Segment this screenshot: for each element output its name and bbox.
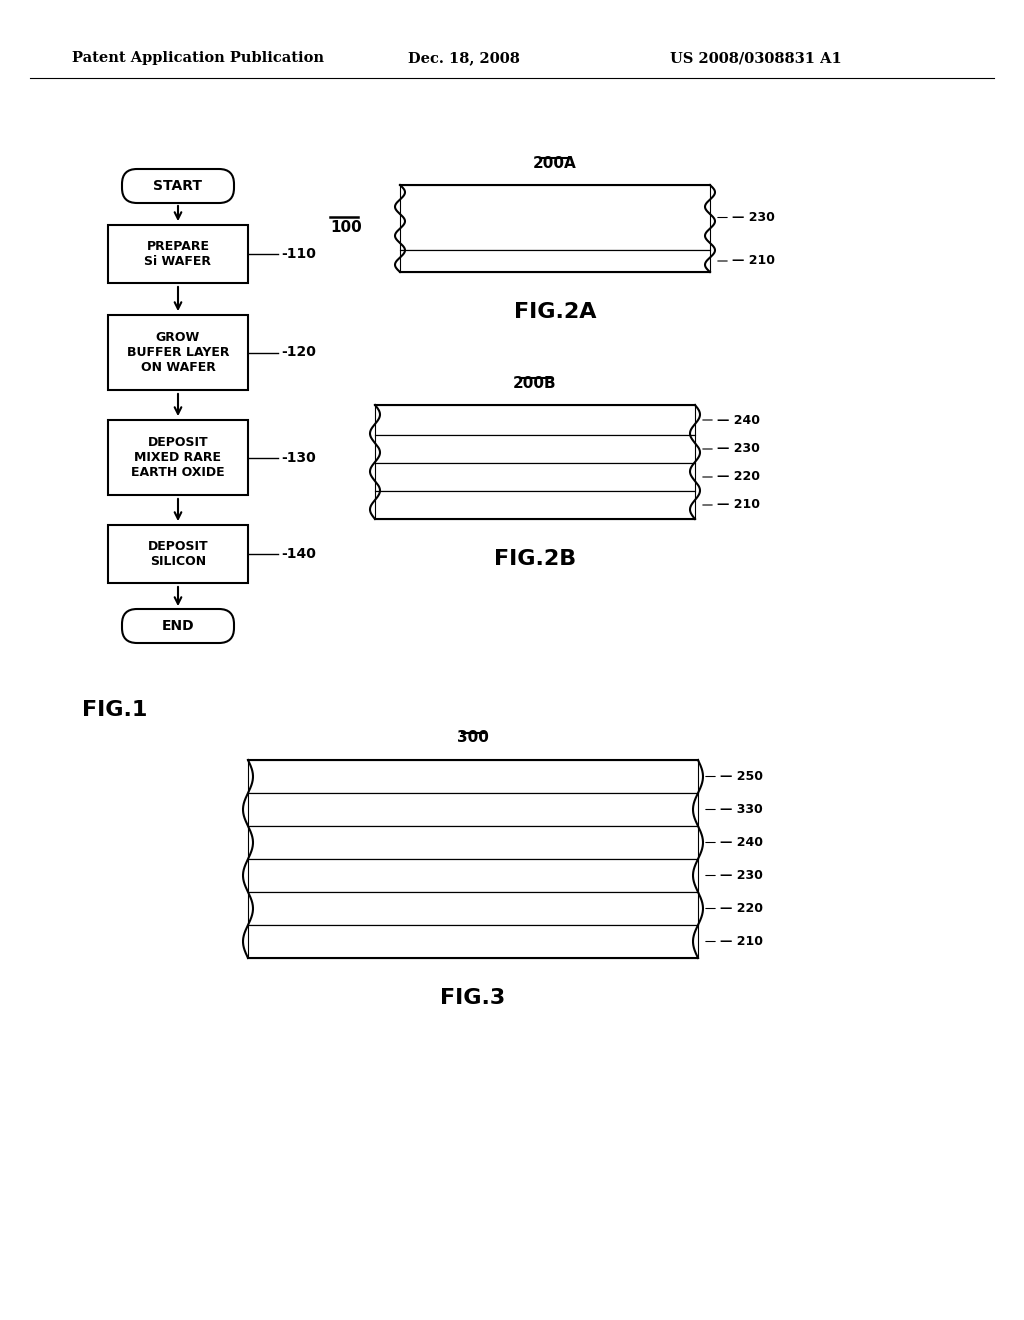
Text: — 240: — 240 (720, 836, 763, 849)
FancyBboxPatch shape (122, 169, 234, 203)
Text: Dec. 18, 2008: Dec. 18, 2008 (408, 51, 520, 65)
Text: — 230: — 230 (720, 869, 763, 882)
Text: DEPOSIT
SILICON: DEPOSIT SILICON (147, 540, 208, 568)
Bar (375, 463, 695, 491)
Text: GROW
BUFFER LAYER
ON WAFER: GROW BUFFER LAYER ON WAFER (127, 331, 229, 374)
Text: FIG.3: FIG.3 (440, 987, 506, 1008)
Bar (400, 249, 710, 272)
Text: FIG.1: FIG.1 (82, 700, 147, 719)
Text: — 220: — 220 (720, 902, 763, 915)
Text: — 250: — 250 (720, 770, 763, 783)
Text: — 210: — 210 (732, 255, 775, 268)
Text: — 210: — 210 (720, 935, 763, 948)
Bar (375, 491, 695, 519)
Text: — 330: — 330 (720, 803, 763, 816)
FancyBboxPatch shape (122, 609, 234, 643)
Text: — 240: — 240 (717, 413, 760, 426)
Text: -110: -110 (281, 247, 315, 261)
Text: Patent Application Publication: Patent Application Publication (72, 51, 324, 65)
Bar (248, 892, 698, 925)
Text: FIG.2A: FIG.2A (514, 302, 596, 322)
Bar (248, 925, 698, 958)
Text: FIG.2B: FIG.2B (494, 549, 577, 569)
Bar (248, 760, 698, 793)
Text: -130: -130 (281, 450, 315, 465)
Bar (248, 826, 698, 859)
Text: 300: 300 (457, 730, 488, 746)
Text: DEPOSIT
MIXED RARE
EARTH OXIDE: DEPOSIT MIXED RARE EARTH OXIDE (131, 436, 225, 479)
Bar (108, 420, 248, 495)
Text: — 220: — 220 (717, 470, 760, 483)
Bar (400, 185, 710, 249)
Bar (108, 315, 248, 389)
Text: — 210: — 210 (717, 499, 760, 511)
Text: — 230: — 230 (732, 211, 775, 224)
Bar (108, 525, 248, 583)
Text: PREPARE
Si WAFER: PREPARE Si WAFER (144, 240, 212, 268)
Text: -140: -140 (281, 546, 315, 561)
Text: 200B: 200B (513, 375, 557, 391)
Bar (375, 436, 695, 463)
Bar (375, 405, 695, 436)
Bar (248, 793, 698, 826)
Text: — 230: — 230 (717, 442, 760, 455)
Text: -120: -120 (281, 346, 315, 359)
Bar (108, 224, 248, 282)
Text: START: START (154, 180, 203, 193)
Text: END: END (162, 619, 195, 634)
Text: US 2008/0308831 A1: US 2008/0308831 A1 (670, 51, 842, 65)
Bar (248, 859, 698, 892)
Text: 100: 100 (330, 220, 361, 235)
Text: 200A: 200A (534, 156, 577, 170)
